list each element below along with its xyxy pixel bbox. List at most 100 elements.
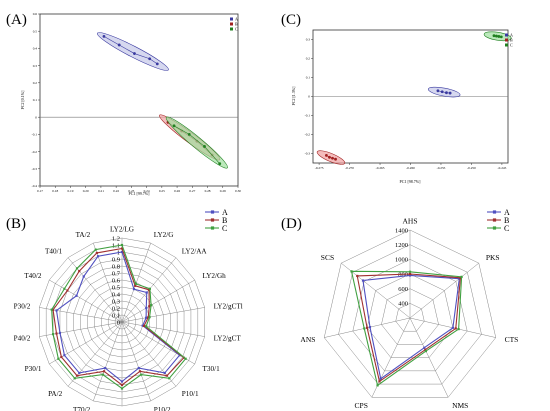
panel-c-point-c (497, 35, 501, 38)
panel-a-x-tick-label: 0.23 (128, 189, 134, 193)
panel-b-point-b (147, 316, 150, 319)
panel-c-legend-swatch-a (505, 33, 508, 37)
panel-a-y-axis-label: PC2 [0.1%] (20, 90, 25, 110)
panel-d-tick-label: 1000 (395, 257, 408, 264)
panel-c-x-tick-label: -0.250 (467, 166, 476, 170)
panel-d-point-c (460, 275, 463, 278)
panel-b-point-b (102, 370, 106, 373)
panel-a-y-tick-label: -0.2 (32, 150, 38, 154)
panel-a-ellipse-a (96, 32, 169, 71)
panel-c-legend-label-a: A (510, 33, 513, 38)
panel-d-point-c (457, 327, 460, 331)
panel-c-y-tick-label: -0.2 (305, 133, 311, 137)
panel-a-x-tick-label: 0.30 (235, 189, 241, 193)
panel-b-point-a (132, 288, 136, 291)
panel-c-legend-label-b: B (510, 38, 513, 43)
panel-a-point-a (155, 62, 159, 66)
panel-c-point-a (445, 91, 448, 95)
panel-a-x-tick-label: 0.22 (113, 189, 119, 193)
panel-b-axis-label: PA/2 (48, 390, 63, 398)
panel-d-series-a (362, 274, 460, 380)
panel-a-y-tick-label: 0.4 (33, 47, 38, 51)
panel-a-x-tick-label: 0.20 (83, 189, 89, 193)
panel-b-point-b (75, 374, 79, 377)
panel-b-axis-label: TA/2 (76, 231, 91, 239)
panel-b-point-c (63, 287, 66, 290)
panel-b-tick-label: 0.8 (112, 263, 120, 270)
panel-d-point-a (423, 346, 426, 349)
panel-a-y-tick-label: 0 (35, 115, 37, 119)
panel-b-point-a (141, 324, 144, 327)
panel-d-tick-label: 1200 (395, 242, 408, 249)
panel-a-x-tick-label: 0.17 (37, 189, 43, 193)
panel-b-point-c (51, 333, 55, 336)
panel-d-spoke (409, 317, 449, 398)
panel-d-point-c (408, 270, 412, 273)
panel-b-tick-label: 0 (117, 319, 120, 326)
panel-b-axis-label: LY2/LG (110, 226, 134, 234)
panel-a-legend-swatch-b (230, 22, 233, 26)
panel-d-legend-marker-b (492, 218, 497, 222)
panel-a-legend-label-c: C (235, 27, 238, 32)
panel-b-point-b (51, 308, 55, 311)
panel-a-x-tick-label: 0.28 (205, 189, 211, 193)
panel-b-spoke (121, 307, 205, 323)
panel-a-x-tick-label: 0.26 (174, 189, 180, 193)
panel-b-axis-label: T40/1 (45, 247, 63, 255)
panel-a-y-tick-label: 0.6 (33, 12, 38, 16)
panel-d-spoke (409, 262, 479, 319)
panel-b-axis-label: LY2/gCT (214, 335, 242, 343)
panel-b-point-c (149, 304, 153, 307)
panel-b-tick-label: 0.3 (112, 298, 120, 305)
panel-a-point-c (218, 162, 222, 166)
panel-a-plot-frame (39, 13, 239, 187)
panel-b-tick-label: 0.7 (112, 270, 121, 277)
panel-b-axis-label: LY2/Gh (203, 272, 227, 280)
panel-c-trace-a (437, 90, 451, 94)
panel-b-point-b (120, 247, 124, 250)
panel-c-y-axis-label: PC2 [1.3%] (291, 86, 296, 106)
panel-d-point-b (459, 276, 462, 279)
panel-d-spoke (341, 262, 411, 319)
panel-b-point-a (145, 306, 148, 310)
panel-b-point-a (96, 255, 100, 258)
panel-a-y-tick-label: -0.1 (32, 133, 38, 137)
panel-c-point-c (492, 34, 496, 38)
panel-b-point-a (58, 331, 62, 335)
panel-d-grid-ring (395, 303, 425, 332)
panel-b-point-c (168, 377, 171, 380)
panel-a-x-tick-label: 0.24 (144, 189, 150, 193)
panel-d-legend-marker-a (492, 210, 497, 214)
panel-d-point-c (424, 349, 428, 353)
panel-b-point-b (142, 324, 146, 327)
panel-a-pca: (A) 0.17 0.18 0.19 0.20 0.21 0.22 0.23 0.24 0.25… (6, 12, 241, 196)
panel-b-point-b (55, 332, 58, 335)
panel-d-tick-label: 400 (398, 301, 408, 308)
panel-b-point-a (104, 366, 107, 370)
panel-b-point-c (120, 243, 124, 247)
panel-a-x-tick-label: 0.19 (67, 189, 73, 193)
panel-b-axis-label: LY2/gCTl (214, 302, 243, 310)
panel-c-x-tick-label: -0.260 (406, 166, 415, 170)
panel-b-letter: (B) (6, 216, 26, 232)
panel-d-point-a (451, 326, 454, 329)
panel-b-point-c (148, 287, 151, 290)
panel-b-point-b (78, 269, 81, 273)
panel-a-x-axis-label: PC1 [99.7%] (129, 191, 151, 196)
panel-b-axis-label: P30/2 (14, 302, 31, 310)
panel-d-series-c (350, 270, 463, 387)
panel-d-point-b (408, 272, 412, 276)
panel-d-letter: (D) (281, 216, 302, 232)
panel-d-point-b (366, 326, 369, 329)
panel-b-axis-label: P10/2 (154, 406, 171, 411)
panel-d-point-a (361, 279, 365, 282)
panel-c-point-b (331, 156, 334, 160)
panel-c-y-tick-label: 0.1 (306, 76, 311, 80)
panel-d-legend-marker-c (492, 226, 497, 230)
panel-d-point-c (363, 327, 366, 330)
panel-c-point-a (440, 90, 444, 94)
panel-c-point-c (495, 34, 498, 38)
panel-a-point-a (102, 34, 106, 38)
panel-b-point-a (145, 291, 148, 294)
panel-c-x-tick-label: -0.270 (345, 166, 354, 170)
